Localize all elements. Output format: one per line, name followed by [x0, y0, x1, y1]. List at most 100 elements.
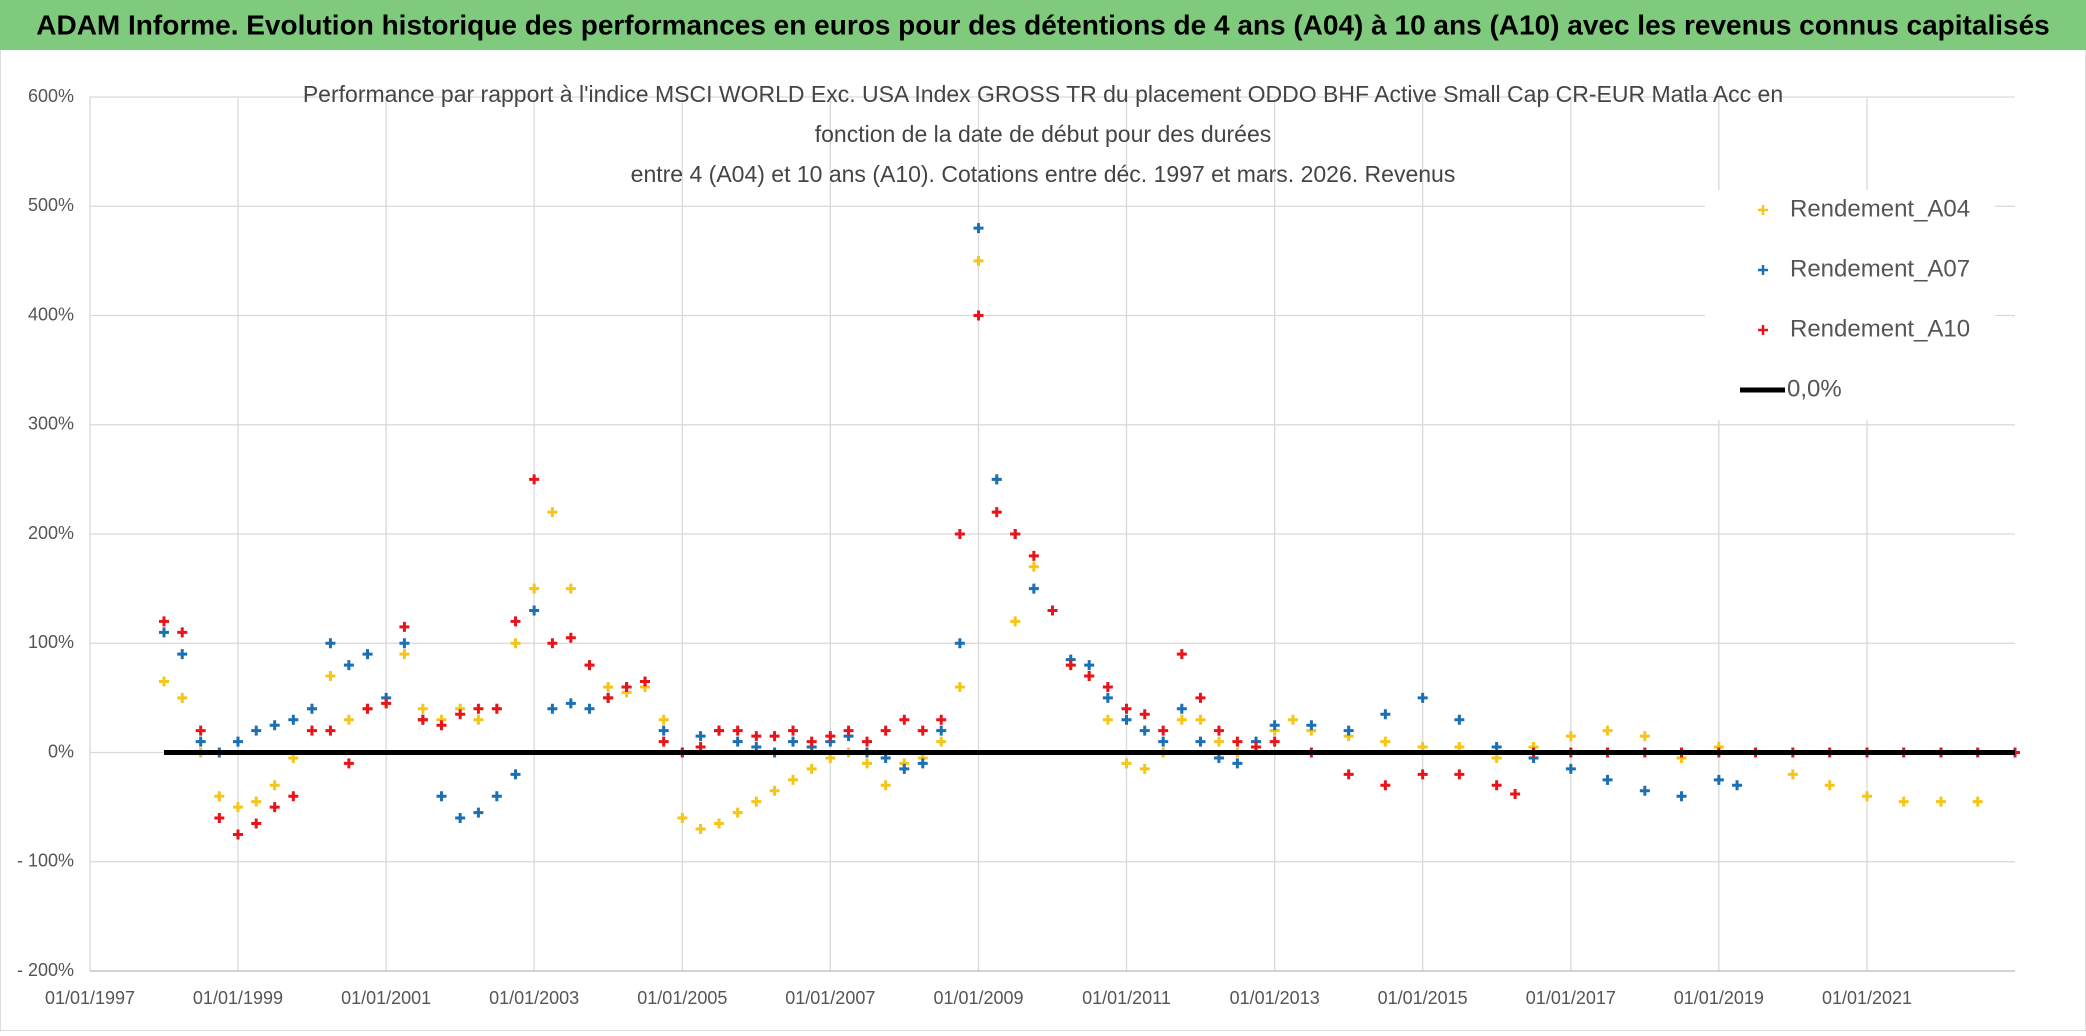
marker	[1121, 703, 1132, 714]
marker	[1602, 725, 1613, 736]
marker	[1028, 561, 1039, 572]
marker	[1380, 709, 1391, 720]
y-tick-label: 200%	[28, 523, 74, 543]
marker	[362, 649, 373, 660]
x-tick-label: 01/01/2005	[637, 988, 727, 1008]
marker	[1121, 714, 1132, 725]
marker	[1195, 714, 1206, 725]
marker	[899, 714, 910, 725]
marker	[436, 720, 447, 731]
marker	[732, 736, 743, 747]
marker	[917, 725, 928, 736]
marker	[1269, 720, 1280, 731]
marker	[1936, 796, 1947, 807]
y-tick-label: 300%	[28, 414, 74, 434]
marker	[436, 791, 447, 802]
marker	[973, 223, 984, 234]
banner-title: ADAM Informe. Evolution historique des p…	[36, 9, 2049, 40]
marker	[232, 736, 243, 747]
marker	[584, 703, 595, 714]
marker	[529, 583, 540, 594]
marker	[1047, 605, 1058, 616]
marker	[788, 725, 799, 736]
marker	[510, 769, 521, 780]
x-tick-label: 01/01/2007	[785, 988, 875, 1008]
marker	[954, 681, 965, 692]
marker	[621, 681, 632, 692]
marker	[1306, 720, 1317, 731]
marker	[788, 736, 799, 747]
marker	[547, 507, 558, 518]
marker	[991, 474, 1002, 485]
marker	[195, 725, 206, 736]
marker	[1787, 769, 1798, 780]
marker	[1102, 714, 1113, 725]
marker	[862, 758, 873, 769]
marker	[399, 649, 410, 660]
marker	[177, 692, 188, 703]
marker	[751, 731, 762, 742]
legend-label: Rendement_A07	[1790, 255, 1970, 282]
marker	[973, 310, 984, 321]
marker	[1139, 725, 1150, 736]
marker	[1417, 769, 1428, 780]
marker	[529, 474, 540, 485]
marker	[417, 703, 428, 714]
marker	[565, 583, 576, 594]
marker	[177, 649, 188, 660]
marker	[362, 703, 373, 714]
y-tick-label: - 200%	[17, 960, 74, 980]
x-tick-label: 01/01/2017	[1526, 988, 1616, 1008]
marker	[269, 780, 280, 791]
marker	[806, 763, 817, 774]
marker	[1454, 714, 1465, 725]
legend-label: Rendement_A04	[1790, 195, 1970, 222]
marker	[1972, 796, 1983, 807]
marker	[899, 763, 910, 774]
marker	[1417, 692, 1428, 703]
marker	[1232, 758, 1243, 769]
marker	[1898, 796, 1909, 807]
marker	[565, 632, 576, 643]
marker	[1213, 725, 1224, 736]
chart-title: entre 4 (A04) et 10 ans (A10). Cotations…	[631, 161, 1456, 187]
marker	[288, 791, 299, 802]
y-tick-label: 400%	[28, 304, 74, 324]
marker	[1824, 780, 1835, 791]
marker	[1139, 763, 1150, 774]
x-tick-label: 01/01/2001	[341, 988, 431, 1008]
marker	[343, 714, 354, 725]
marker	[1158, 736, 1169, 747]
banner	[0, 0, 2086, 50]
marker	[269, 720, 280, 731]
marker	[658, 736, 669, 747]
marker	[917, 758, 928, 769]
marker	[306, 725, 317, 736]
marker	[677, 813, 688, 824]
marker	[473, 714, 484, 725]
marker	[158, 676, 169, 687]
marker	[455, 813, 466, 824]
marker	[1028, 583, 1039, 594]
marker	[843, 725, 854, 736]
legend-box	[1705, 190, 1995, 420]
y-tick-label: 0%	[48, 741, 74, 761]
marker	[1565, 763, 1576, 774]
marker	[954, 529, 965, 539]
marker	[769, 731, 780, 742]
marker	[788, 774, 799, 785]
marker	[381, 698, 392, 709]
marker	[973, 255, 984, 266]
marker	[1639, 785, 1650, 796]
marker	[1028, 550, 1039, 561]
marker	[1213, 736, 1224, 747]
marker	[269, 802, 280, 813]
x-tick-label: 01/01/2011	[1082, 988, 1171, 1008]
marker	[1010, 616, 1021, 627]
marker	[695, 731, 706, 742]
marker	[473, 807, 484, 818]
marker	[1084, 660, 1095, 671]
legend-label: Rendement_A10	[1790, 315, 1970, 342]
marker	[1713, 774, 1724, 785]
